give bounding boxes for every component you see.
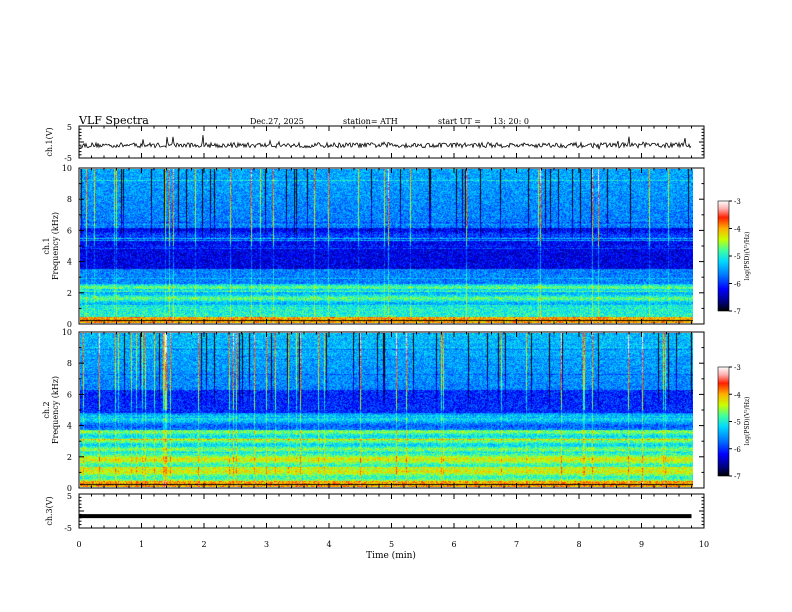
x-tick-label: 7 — [514, 540, 519, 549]
y-tick-label: 8 — [67, 195, 72, 204]
x-tick-label: 8 — [576, 540, 581, 549]
x-axis-label: Time (min) — [366, 550, 416, 561]
ch3-ytick-bottom: -5 — [64, 524, 72, 533]
ch3-waveform-panel: 5 -5 ch.3(V) Time (min) — [45, 492, 705, 561]
x-tick-label: 9 — [639, 540, 644, 549]
ch2-spectrogram-ylabel: Frequency (kHz) — [51, 376, 60, 444]
ch2-spectrogram-panel: ch.2 Frequency (kHz) — [42, 331, 705, 489]
axis-ticks-layer: 0 1 2 3 4 5 6 7 8 9 1002468100246810-3-4-5-6-7-3-4… — [62, 125, 741, 549]
x-tick-label: 10 — [699, 540, 709, 549]
y-tick-label: 0 — [67, 484, 72, 493]
ch3-ytick-top: 5 — [67, 492, 72, 501]
x-tick-label: 5 — [389, 540, 394, 549]
y-tick-label: 2 — [67, 289, 72, 298]
y-tick-label: 10 — [62, 164, 72, 173]
ch2-colorbar-gradient — [717, 366, 730, 477]
y-tick-label: 0 — [67, 320, 72, 329]
ch1-ytick-top: 5 — [67, 123, 72, 132]
start-ut-label: start UT = — [438, 117, 481, 126]
station-label: station= ATH — [343, 117, 398, 126]
colorbar-tick-label: -6 — [734, 281, 741, 289]
ch2-spectrogram-image — [80, 333, 693, 487]
x-tick-label: 1 — [139, 540, 144, 549]
ch1-ytick-bottom: -5 — [64, 154, 72, 163]
colorbar-tick-label: -5 — [734, 419, 741, 427]
ch1-waveform-trace — [79, 135, 692, 150]
ch3-waveform-ylabel: ch.3(V) — [45, 496, 54, 525]
ch1-colorbar-gradient — [717, 200, 730, 312]
ch2-spectrogram-channel-label: ch.2 — [42, 401, 51, 418]
colorbar-tick-label: -7 — [734, 308, 741, 316]
ch1-spectrogram-channel-label: ch.1 — [42, 237, 51, 254]
colorbar-tick-label: -6 — [734, 446, 741, 454]
y-tick-label: 4 — [67, 422, 72, 431]
x-tick-label: 3 — [264, 540, 269, 549]
colorbar-tick-label: -4 — [734, 391, 741, 399]
y-tick-label: 10 — [62, 328, 72, 337]
ch3-waveform-frame — [78, 493, 705, 529]
y-tick-label: 6 — [67, 226, 72, 235]
colorbar-tick-label: -3 — [734, 198, 741, 206]
start-ut-time: 13: 20: 0 — [493, 117, 529, 126]
ch1-waveform-ylabel: ch.1(V) — [45, 127, 54, 156]
y-tick-label: 4 — [67, 258, 72, 267]
ch1-spectrogram-image — [80, 169, 693, 323]
x-tick-label: 2 — [201, 540, 206, 549]
colorbar-tick-label: -7 — [734, 473, 741, 481]
x-tick-label: 6 — [451, 540, 456, 549]
colorbar-tick-label: -4 — [734, 226, 741, 234]
ch1-spectrogram-ylabel: Frequency (kHz) — [51, 212, 60, 280]
x-tick-label: 0 — [76, 540, 81, 549]
ch1-waveform-panel: 5 -5 ch.1(V) — [45, 123, 705, 163]
y-tick-label: 6 — [67, 390, 72, 399]
figure-title: VLF Spectra — [78, 114, 149, 127]
ch1-spectrogram-panel: ch.1 Frequency (kHz) — [42, 167, 705, 325]
ch2-colorbar-label: log(PSD)(V²/Hz) — [744, 397, 751, 446]
y-tick-label: 8 — [67, 359, 72, 368]
colorbar-tick-label: -3 — [734, 364, 741, 372]
y-tick-label: 2 — [67, 453, 72, 462]
colorbar-tick-label: -5 — [734, 253, 741, 261]
date-label: Dec.27, 2025 — [250, 117, 304, 126]
x-tick-label: 4 — [326, 540, 331, 549]
ch1-colorbar-label: log(PSD)(V²/Hz) — [744, 232, 751, 281]
